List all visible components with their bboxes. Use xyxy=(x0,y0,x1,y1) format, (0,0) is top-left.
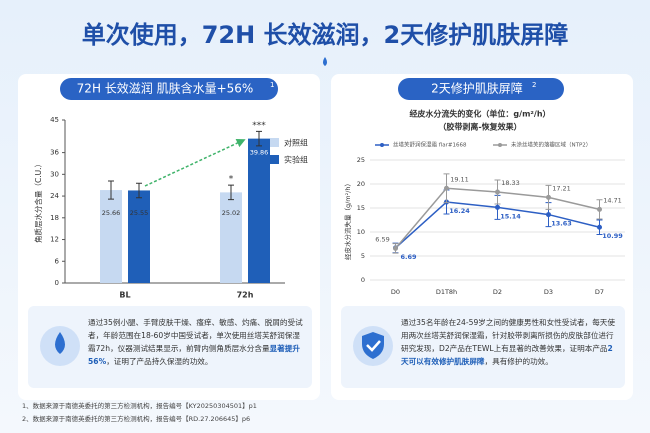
point xyxy=(495,204,500,210)
legend-label: 未涂丝塔芙的落瓣区域（NTP2） xyxy=(511,141,591,149)
chart-subtitle: （胶带剥离-恢复效果） xyxy=(438,122,521,132)
point xyxy=(495,189,500,195)
y-tick-label: 0 xyxy=(361,276,365,284)
shield-icon-body xyxy=(362,332,384,359)
legend-label: 实验组 xyxy=(284,155,308,165)
y-tick-label: 0 xyxy=(55,279,59,287)
value-label: 39.86 xyxy=(250,149,269,157)
text-segment: ，证明了产品持久保湿的功效。 xyxy=(106,357,213,366)
value-label: 19.11 xyxy=(450,175,469,183)
value-label: 14.71 xyxy=(603,196,622,204)
y-tick-label: 5 xyxy=(361,252,365,260)
footnote: 1、数据来源于南德英委托的第三方检测机构，报告编号【KY20250304501】… xyxy=(22,401,257,410)
text-segment: 2天可以有效修护肌肤屏障 xyxy=(401,344,613,366)
y-tick-label: 30 xyxy=(50,170,59,178)
text-segment: 通过35例小腿、手臂皮肤干燥、瘙痒、敏感、灼痛、脱屑的受试者，年龄范围在18-6… xyxy=(88,318,303,353)
x-tick-label: D0 xyxy=(391,288,400,296)
footnote: 2、数据来源于南德英委托的第三方检测机构，报告编号【RD.27.206645】p… xyxy=(22,414,250,423)
y-tick-label: 45 xyxy=(50,116,59,124)
value-label: 25.55 xyxy=(130,209,149,217)
legend-marker xyxy=(380,143,384,147)
point xyxy=(546,212,551,218)
value-label: 17.21 xyxy=(552,184,571,192)
x-tick-label: D1T8h xyxy=(436,288,457,296)
error-bar xyxy=(136,182,142,199)
significance-label: * xyxy=(229,175,234,185)
y-tick-label: 20 xyxy=(357,180,365,188)
text-segment: 通过35名年龄在24-59岁之间的健康男性和女性受试者，每天使用两次丝塔芙舒润保… xyxy=(401,318,615,353)
water-icon-drop xyxy=(55,332,65,354)
y-axis-label: 经皮水分流失量（g/m²/h） xyxy=(343,180,352,260)
bar xyxy=(248,138,270,283)
x-tick-label: D2 xyxy=(493,288,502,296)
value-label: 10.99 xyxy=(602,232,623,240)
left-paragraph: 通过35例小腿、手臂皮肤干燥、瘙痒、敏感、灼痛、脱屑的受试者，年龄范围在18-6… xyxy=(88,316,306,368)
value-label: 25.66 xyxy=(102,209,121,217)
y-tick-label: 18 xyxy=(50,214,59,222)
left-text-box xyxy=(28,306,312,388)
x-tick-label: D7 xyxy=(595,288,604,296)
panel-heading: 72H 长效滋润 肌肤含水量+56% xyxy=(77,81,254,96)
x-tick-label: 72h xyxy=(237,291,254,300)
bar xyxy=(128,190,150,283)
increase-arrow xyxy=(144,138,246,187)
heading-note: 2 xyxy=(532,81,536,89)
bar xyxy=(220,192,242,283)
legend-marker xyxy=(498,143,502,147)
point xyxy=(597,224,602,230)
shield-check xyxy=(366,340,381,352)
error-bar xyxy=(228,184,234,201)
left-heading-pill xyxy=(60,78,278,100)
y-tick-label: 6 xyxy=(55,257,60,265)
value-label: 6.59 xyxy=(375,235,389,243)
value-label: 18.33 xyxy=(501,179,520,187)
heading-note: 1 xyxy=(270,81,274,89)
bar xyxy=(100,190,122,283)
y-axis-label: 角质层水分含量（C.U.） xyxy=(33,160,43,243)
legend-swatch xyxy=(270,138,279,147)
value-label: 16.24 xyxy=(449,207,470,215)
text-segment: ，具有修护的功效。 xyxy=(484,357,553,366)
value-label: 6.69 xyxy=(400,253,417,261)
x-tick-label: BL xyxy=(119,291,130,300)
x-tick-label: D3 xyxy=(544,288,553,296)
point xyxy=(444,185,449,191)
y-tick-label: 10 xyxy=(357,228,365,236)
page-title: 单次使用，72H 长效滋润，2天修护肌肤屏障 xyxy=(82,21,569,49)
value-label: 15.14 xyxy=(500,212,521,220)
point xyxy=(597,206,602,212)
y-tick-label: 24 xyxy=(50,192,59,200)
y-tick-label: 36 xyxy=(50,149,59,157)
panel-heading: 2天修护肌肤屏障 xyxy=(431,81,523,96)
y-tick-label: 15 xyxy=(357,204,365,212)
point xyxy=(546,194,551,200)
legend-label: 对照组 xyxy=(284,138,308,148)
value-label: 13.63 xyxy=(551,220,572,228)
right-heading-pill xyxy=(398,78,564,100)
y-tick-label: 25 xyxy=(357,156,365,164)
right-text-box xyxy=(341,306,625,388)
drop-icon xyxy=(323,57,327,66)
chart-title: 经皮水分流失的变化（单位：g/m²/h） xyxy=(409,109,550,119)
error-bar xyxy=(256,130,262,147)
y-tick-label: 12 xyxy=(50,236,59,244)
point xyxy=(393,245,398,251)
right-paragraph: 通过35名年龄在24-59岁之间的健康男性和女性受试者，每天使用两次丝塔芙舒润保… xyxy=(401,316,619,368)
text-segment: 显著提升56% xyxy=(88,344,300,366)
error-bar xyxy=(108,180,114,200)
legend-label: 丝塔芙舒润保湿霜 flar#1668 xyxy=(393,141,467,149)
significance-label: *** xyxy=(252,121,266,131)
legend-swatch xyxy=(270,155,279,164)
value-label: 25.02 xyxy=(222,209,241,217)
